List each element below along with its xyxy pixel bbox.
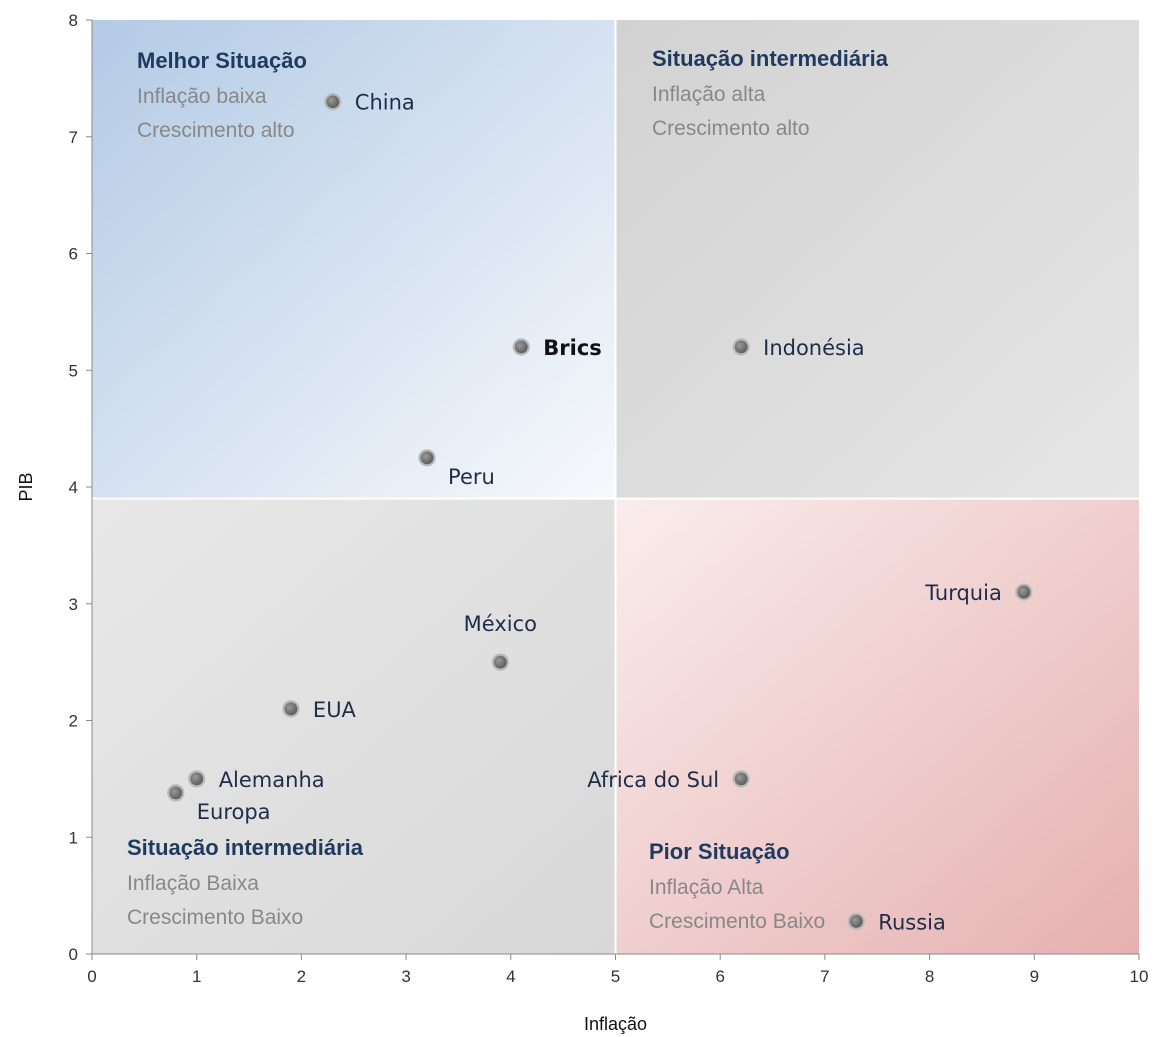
y-tick-label: 3	[69, 595, 78, 614]
point-label: Turquia	[924, 581, 1002, 605]
y-tick-label: 1	[69, 828, 78, 847]
quadrant-desc-top-left: Inflação baixa	[137, 85, 267, 108]
point-indonésia	[732, 338, 750, 356]
quadrant-desc-top-right: Inflação alta	[652, 83, 766, 106]
point-label: Alemanha	[219, 768, 325, 792]
quadrant-desc-bottom-left: Inflação Baixa	[127, 872, 259, 895]
point-label: EUA	[313, 698, 357, 722]
point-label: México	[464, 612, 537, 636]
x-tick-label: 5	[611, 967, 620, 986]
quadrant-bottom-left	[92, 498, 616, 954]
point-europa	[167, 784, 185, 802]
quadrant-desc-bottom-left: Crescimento Baixo	[127, 906, 303, 929]
x-tick-label: 7	[820, 967, 829, 986]
y-axis-title: PIB	[16, 472, 36, 501]
point-brics	[512, 338, 530, 356]
quadrant-labels: Melhor Situação Inflação baixa Crescimento…	[127, 46, 889, 933]
point-label: Indonésia	[763, 336, 865, 360]
y-tick-label: 4	[69, 478, 78, 497]
quadrant-desc-bottom-right: Inflação Alta	[649, 876, 764, 899]
y-tick-label: 2	[69, 712, 78, 731]
point-label: Russia	[878, 910, 946, 934]
quadrant-bottom-right	[615, 498, 1139, 954]
point-peru	[418, 449, 436, 467]
x-tick-label: 4	[506, 967, 515, 986]
quadrant-desc-top-right: Crescimento alto	[652, 117, 810, 140]
x-tick-label: 9	[1030, 967, 1039, 986]
x-tick-label: 0	[87, 967, 96, 986]
quadrant-title-bottom-right: Pior Situação	[649, 839, 790, 864]
y-tick-label: 7	[69, 128, 78, 147]
x-tick-label: 6	[715, 967, 724, 986]
point-china	[324, 93, 342, 111]
x-tick-label: 8	[925, 967, 934, 986]
point-turquia	[1015, 583, 1033, 601]
point-label: Peru	[448, 465, 495, 489]
axes: 0 1 2 3 4 5 6 7 8 9 10 0 1 2 3 4 5 6 7 8 Inflação PIB	[16, 11, 1148, 1034]
point-label: Brics	[543, 336, 602, 360]
data-points: China Brics Indonésia Peru Turquia México EUA A…	[167, 91, 1033, 934]
x-tick-label: 3	[401, 967, 410, 986]
quadrant-top-right	[615, 20, 1139, 499]
quadrant-desc-top-left: Crescimento alto	[137, 119, 295, 142]
quadrant-title-top-right: Situação intermediária	[652, 46, 889, 71]
point-méxico	[491, 653, 509, 671]
point-eua	[282, 700, 300, 718]
x-tick-label: 1	[192, 967, 201, 986]
quadrant-title-top-left: Melhor Situação	[137, 48, 307, 73]
point-alemanha	[188, 770, 206, 788]
quadrant-backgrounds	[92, 20, 1139, 954]
point-africa-do-sul	[732, 770, 750, 788]
y-tick-label: 8	[69, 11, 78, 30]
quadrant-desc-bottom-right: Crescimento Baixo	[649, 910, 825, 933]
y-tick-label: 5	[69, 361, 78, 380]
x-axis-title: Inflação	[584, 1014, 647, 1034]
point-russia	[847, 912, 865, 930]
x-tick-label: 10	[1130, 967, 1149, 986]
x-tick-label: 2	[297, 967, 306, 986]
point-label: Europa	[197, 800, 271, 824]
point-label: China	[355, 91, 415, 115]
quadrant-title-bottom-left: Situação intermediária	[127, 835, 364, 860]
quadrant-top-left	[92, 20, 616, 499]
y-tick-label: 6	[69, 245, 78, 264]
point-label: Africa do Sul	[587, 768, 719, 792]
y-tick-label: 0	[69, 945, 78, 964]
